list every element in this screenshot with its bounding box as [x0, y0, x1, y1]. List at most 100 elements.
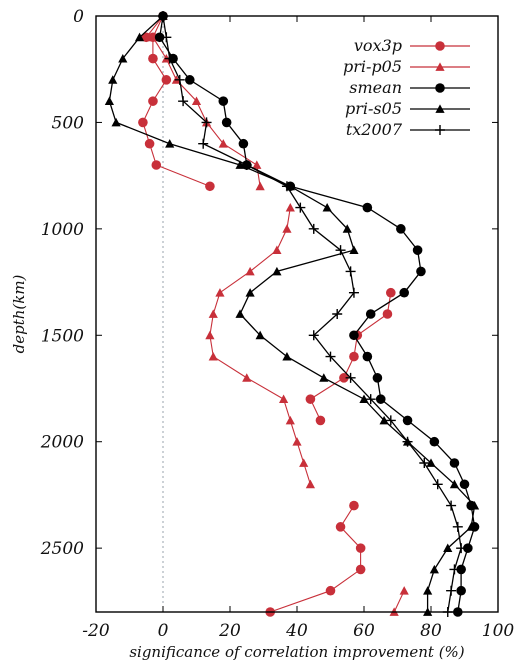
circle-marker	[349, 330, 359, 341]
x-tick-label: 80	[420, 621, 442, 641]
y-tick-label: 500	[52, 113, 85, 133]
triangle-marker	[292, 437, 302, 446]
circle-marker	[141, 32, 152, 43]
triangle-marker	[443, 543, 453, 553]
triangle-marker	[272, 266, 282, 276]
triangle-marker	[252, 160, 262, 169]
circle-marker	[459, 479, 470, 490]
triangle-marker	[435, 104, 445, 113]
triangle-marker	[426, 458, 436, 467]
x-axis-label: significance of correlation improvement …	[129, 643, 464, 661]
series-smean	[154, 11, 480, 617]
circle-marker	[205, 181, 215, 192]
triangle-marker	[285, 202, 295, 212]
plus-marker	[201, 117, 212, 128]
triangle-marker	[466, 522, 476, 531]
circle-marker	[154, 32, 165, 43]
y-tick-label: 2500	[40, 539, 84, 559]
triangle-marker	[242, 373, 252, 382]
plus-marker	[295, 202, 306, 213]
circle-marker	[151, 160, 162, 170]
legend-label: vox3p	[354, 36, 402, 55]
triangle-marker	[319, 373, 329, 382]
circle-marker	[148, 96, 158, 106]
plus-marker	[385, 415, 396, 426]
circle-marker	[185, 75, 195, 85]
plus-marker	[348, 287, 359, 298]
plus-marker	[345, 266, 356, 277]
triangle-marker	[134, 32, 145, 42]
triangle-marker	[272, 245, 282, 255]
triangle-marker	[235, 160, 245, 169]
triangle-marker	[305, 479, 315, 489]
triangle-marker	[191, 96, 202, 106]
legend: vox3p pri-p05 smean pri-s05 tx2007	[343, 36, 470, 139]
triangle-marker	[165, 139, 175, 148]
triangle-marker	[429, 564, 439, 574]
y-tick-label: 1500	[41, 326, 84, 346]
circle-marker	[456, 585, 466, 596]
x-tick-label: 0	[158, 621, 169, 641]
circle-marker	[372, 373, 383, 383]
plus-marker	[402, 436, 413, 447]
triangle-marker	[279, 394, 289, 404]
triangle-marker	[435, 62, 445, 71]
triangle-marker	[118, 53, 128, 63]
plus-marker	[198, 138, 209, 149]
circle-marker	[382, 309, 393, 319]
plus-marker	[365, 394, 376, 405]
triangle-marker	[399, 586, 409, 595]
circle-marker	[355, 543, 366, 553]
legend-item: pri-p05	[343, 57, 470, 76]
circle-marker	[375, 394, 386, 404]
plus-marker	[332, 309, 343, 319]
triangle-marker	[342, 224, 352, 233]
circle-marker	[138, 117, 148, 128]
x-tick-label: 100	[482, 621, 515, 641]
legend-label: tx2007	[346, 120, 403, 139]
x-tick-label: 40	[285, 621, 308, 641]
plus-marker	[449, 564, 460, 575]
triangle-marker	[104, 96, 114, 106]
plus-marker	[174, 74, 185, 85]
plus-marker	[308, 223, 319, 234]
circle-marker	[161, 75, 172, 85]
triangle-marker	[359, 394, 369, 404]
plus-marker	[178, 96, 189, 107]
circle-marker	[412, 245, 423, 255]
circle-marker	[349, 500, 359, 511]
plus-marker	[345, 372, 356, 383]
circle-marker	[402, 415, 413, 426]
circle-marker	[362, 351, 373, 362]
circle-marker	[463, 543, 473, 553]
triangle-marker	[218, 139, 228, 148]
triangle-marker	[245, 288, 255, 297]
circle-marker	[221, 117, 232, 128]
plus-marker	[435, 125, 445, 135]
y-tick-label: 2000	[40, 433, 84, 453]
circle-marker	[416, 266, 426, 277]
triangle-marker	[285, 415, 295, 425]
triangle-marker	[235, 309, 245, 318]
triangle-marker	[255, 181, 265, 191]
circle-marker	[148, 53, 158, 64]
triangle-marker	[111, 117, 121, 127]
plus-marker	[325, 351, 336, 362]
triangle-marker	[215, 288, 225, 297]
circle-marker	[362, 202, 373, 213]
legend-item: smean	[349, 78, 470, 97]
plus-marker	[161, 32, 172, 43]
triangle-marker	[349, 245, 359, 255]
plus-marker	[446, 500, 457, 511]
plus-marker	[419, 458, 430, 468]
circle-marker	[386, 287, 396, 298]
triangle-marker	[245, 266, 255, 276]
circle-marker	[399, 287, 410, 298]
plus-marker	[446, 585, 457, 596]
circle-marker	[218, 96, 229, 106]
y-tick-label: 0	[73, 7, 84, 27]
triangle-marker	[208, 309, 218, 318]
circle-marker	[429, 436, 440, 447]
